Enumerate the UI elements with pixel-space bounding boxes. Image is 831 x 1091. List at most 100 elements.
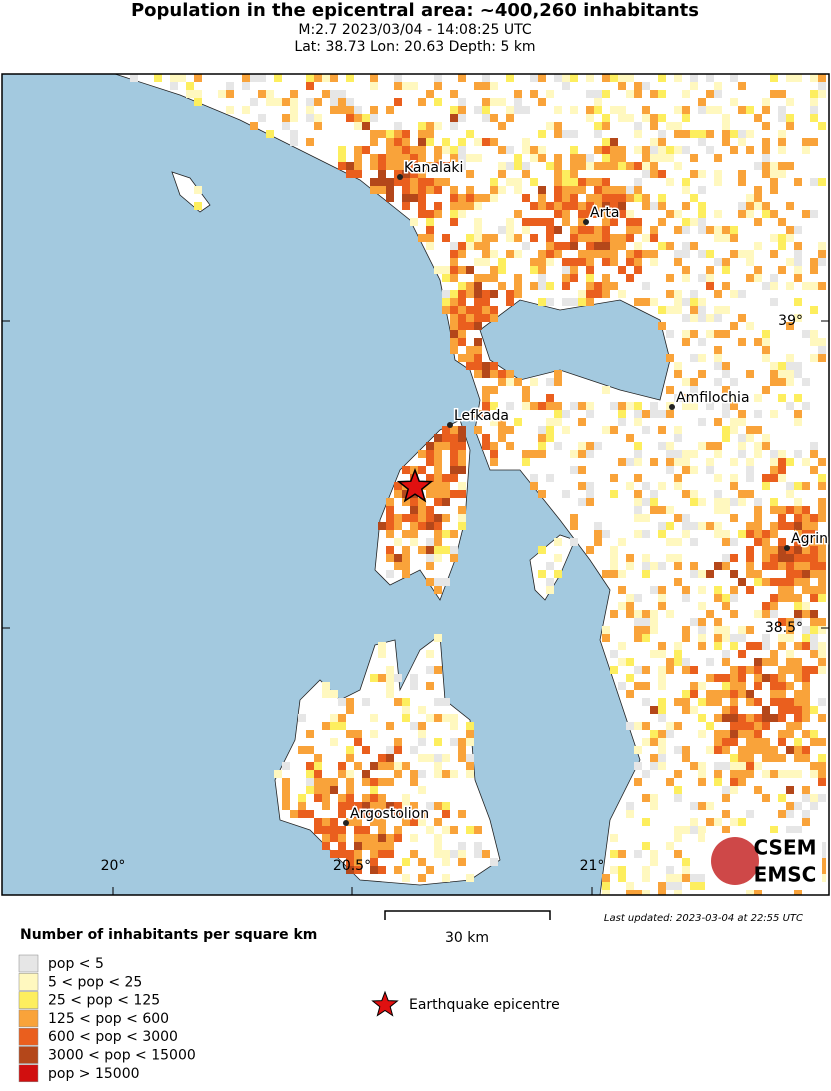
pop-cell <box>810 610 818 618</box>
pop-cell <box>610 866 618 874</box>
pop-cell <box>378 674 386 682</box>
pop-cell <box>450 210 458 218</box>
pop-cell <box>802 690 810 698</box>
pop-cell <box>458 426 466 434</box>
pop-cell <box>818 82 826 90</box>
pop-cell <box>466 154 474 162</box>
pop-cell <box>426 802 434 810</box>
pop-cell <box>362 826 370 834</box>
pop-cell <box>602 138 610 146</box>
pop-cell <box>458 162 466 170</box>
pop-cell <box>690 290 698 298</box>
pop-cell <box>498 378 506 386</box>
pop-cell <box>818 482 826 490</box>
pop-cell <box>386 162 394 170</box>
pop-cell <box>626 458 634 466</box>
pop-cell <box>674 146 682 154</box>
pop-cell <box>426 490 434 498</box>
legend-label: pop < 5 <box>48 956 104 972</box>
pop-cell <box>642 682 650 690</box>
pop-cell <box>714 442 722 450</box>
pop-cell <box>714 354 722 362</box>
pop-cell <box>746 714 754 722</box>
pop-cell <box>786 722 794 730</box>
logo-globe <box>711 837 759 885</box>
pop-cell <box>698 834 706 842</box>
pop-cell <box>290 130 298 138</box>
pop-cell <box>658 882 666 890</box>
pop-cell <box>794 522 802 530</box>
pop-cell <box>722 258 730 266</box>
pop-cell <box>754 506 762 514</box>
pop-cell <box>266 90 274 98</box>
pop-cell <box>354 106 362 114</box>
pop-cell <box>762 562 770 570</box>
pop-cell <box>634 762 642 770</box>
epicentre-star <box>396 467 434 503</box>
logo: CSEM EMSC <box>705 833 822 890</box>
pop-cell <box>802 402 810 410</box>
pop-cell <box>322 834 330 842</box>
pop-cell <box>290 810 298 818</box>
pop-cell <box>738 490 746 498</box>
pop-cell <box>426 546 434 554</box>
pop-cell <box>362 746 370 754</box>
pop-cell <box>410 538 418 546</box>
pop-cell <box>802 146 810 154</box>
pop-cell <box>706 74 714 82</box>
pop-cell <box>658 530 666 538</box>
pop-cell <box>714 490 722 498</box>
pop-cell <box>706 274 714 282</box>
pop-cell <box>794 770 802 778</box>
pop-cell <box>786 802 794 810</box>
pop-cell <box>618 682 626 690</box>
pop-cell <box>682 314 690 322</box>
pop-cell <box>714 818 722 826</box>
legend-title: Number of inhabitants per square km <box>20 927 317 943</box>
pop-cell <box>554 370 562 378</box>
pop-cell <box>802 642 810 650</box>
pop-cell <box>618 210 626 218</box>
pop-cell <box>722 538 730 546</box>
pop-cell <box>474 290 482 298</box>
pop-cell <box>466 170 474 178</box>
pop-cell <box>562 242 570 250</box>
pop-cell <box>426 554 434 562</box>
pop-cell <box>818 570 826 578</box>
pop-cell <box>530 378 538 386</box>
pop-cell <box>650 738 658 746</box>
pop-cell <box>778 562 786 570</box>
pop-cell <box>706 458 714 466</box>
pop-cell <box>618 874 626 882</box>
pop-cell <box>618 242 626 250</box>
pop-cell <box>786 114 794 122</box>
pop-cell <box>746 642 754 650</box>
pop-cell <box>794 610 802 618</box>
pop-cell <box>618 146 626 154</box>
pop-cell <box>810 258 818 266</box>
pop-cell <box>482 250 490 258</box>
pop-cell <box>386 154 394 162</box>
pop-cell <box>378 754 386 762</box>
pop-cell <box>674 226 682 234</box>
pop-cell <box>242 106 250 114</box>
pop-cell <box>626 882 634 890</box>
pop-cell <box>698 682 706 690</box>
pop-cell <box>370 114 378 122</box>
pop-cell <box>442 426 450 434</box>
pop-cell <box>658 410 666 418</box>
pop-cell <box>314 826 322 834</box>
pop-cell <box>506 234 514 242</box>
pop-cell <box>650 250 658 258</box>
pop-cell <box>634 298 642 306</box>
pop-cell <box>658 306 666 314</box>
pop-cell <box>474 274 482 282</box>
pop-cell <box>690 882 698 890</box>
pop-cell <box>474 842 482 850</box>
pop-cell <box>754 682 762 690</box>
pop-cell <box>474 346 482 354</box>
pop-cell <box>786 354 794 362</box>
pop-cell <box>426 162 434 170</box>
pop-cell <box>410 82 418 90</box>
pop-cell <box>410 674 418 682</box>
